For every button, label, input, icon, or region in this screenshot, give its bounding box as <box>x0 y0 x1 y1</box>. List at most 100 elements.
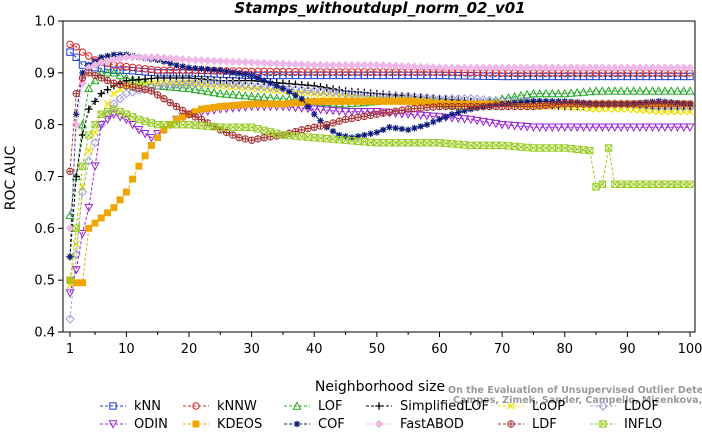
data-point <box>423 139 431 147</box>
data-point <box>455 109 462 116</box>
data-point <box>316 60 325 70</box>
data-point <box>90 162 100 171</box>
data-point <box>179 113 187 121</box>
data-point <box>116 80 124 89</box>
data-point <box>585 123 595 133</box>
data-point <box>410 104 419 113</box>
data-point <box>548 144 556 152</box>
data-point <box>354 113 362 122</box>
data-point <box>591 63 601 73</box>
data-point <box>79 69 86 77</box>
data-point <box>178 83 188 92</box>
data-point <box>341 60 350 70</box>
x-tick-label: 90 <box>619 342 636 357</box>
data-point <box>285 99 293 107</box>
data-point <box>560 123 570 133</box>
data-point <box>234 90 244 99</box>
data-point <box>185 110 193 119</box>
data-point <box>516 90 526 100</box>
data-point <box>473 141 481 150</box>
data-point <box>98 54 105 61</box>
data-point <box>661 108 669 116</box>
data-point <box>530 98 537 105</box>
data-point <box>391 107 400 115</box>
data-point <box>547 63 557 73</box>
data-point <box>91 219 99 227</box>
data-point <box>497 120 507 130</box>
data-point <box>247 91 257 100</box>
data-point <box>385 97 393 105</box>
data-point <box>172 54 181 64</box>
y-tick-label: 0.6 <box>34 222 55 237</box>
data-point <box>234 80 244 90</box>
data-point <box>386 124 393 131</box>
legend-item-knnw: kNNW <box>183 399 257 414</box>
data-point <box>542 98 550 105</box>
data-point <box>366 111 375 120</box>
data-point <box>279 85 287 92</box>
data-point <box>191 113 199 121</box>
data-point <box>648 100 657 108</box>
data-point <box>248 100 256 108</box>
data-point <box>272 59 282 68</box>
data-point <box>128 76 137 84</box>
data-point <box>567 100 575 108</box>
data-point <box>103 85 112 94</box>
data-point <box>604 123 614 133</box>
data-point <box>110 51 118 58</box>
data-point <box>122 188 130 196</box>
data-point <box>660 63 670 73</box>
data-point <box>554 100 563 109</box>
data-point <box>366 89 375 97</box>
data-point <box>335 97 343 105</box>
data-point <box>417 104 425 112</box>
data-point <box>579 100 588 108</box>
data-point <box>586 146 594 155</box>
series-line-odin <box>69 106 690 294</box>
data-point <box>636 100 644 108</box>
data-point <box>667 108 675 116</box>
data-point <box>642 107 650 115</box>
data-point <box>573 100 581 108</box>
data-point <box>303 60 313 70</box>
data-point <box>234 57 244 67</box>
data-point <box>666 63 676 73</box>
data-point <box>673 180 682 188</box>
data-point <box>491 63 501 73</box>
data-point <box>329 97 337 105</box>
data-point <box>467 102 475 111</box>
data-point <box>348 97 356 105</box>
data-point <box>90 138 100 148</box>
data-point <box>229 69 237 76</box>
data-point <box>629 123 639 133</box>
data-point <box>229 131 237 139</box>
data-point <box>315 86 326 97</box>
data-point <box>679 63 689 73</box>
data-point <box>491 119 501 129</box>
data-point <box>247 136 256 144</box>
legend-marker <box>598 401 608 411</box>
data-point <box>298 132 306 141</box>
data-point <box>197 115 206 124</box>
data-point <box>153 91 162 99</box>
y-tick-label: 1.0 <box>34 15 55 30</box>
data-point <box>448 140 456 148</box>
data-point <box>354 133 362 140</box>
data-point <box>291 127 300 136</box>
data-point <box>210 66 218 73</box>
legend-item-kdeos: KDEOS <box>183 417 262 432</box>
data-point <box>204 81 212 89</box>
data-point <box>254 74 262 82</box>
data-point <box>611 100 619 108</box>
data-point <box>372 60 382 70</box>
data-point <box>323 134 331 143</box>
data-point <box>586 100 594 108</box>
data-point <box>353 60 363 70</box>
data-point <box>179 63 186 70</box>
data-point <box>190 78 200 88</box>
data-point <box>196 78 207 88</box>
data-point <box>398 97 406 105</box>
data-point <box>103 100 112 108</box>
data-point <box>654 123 664 133</box>
